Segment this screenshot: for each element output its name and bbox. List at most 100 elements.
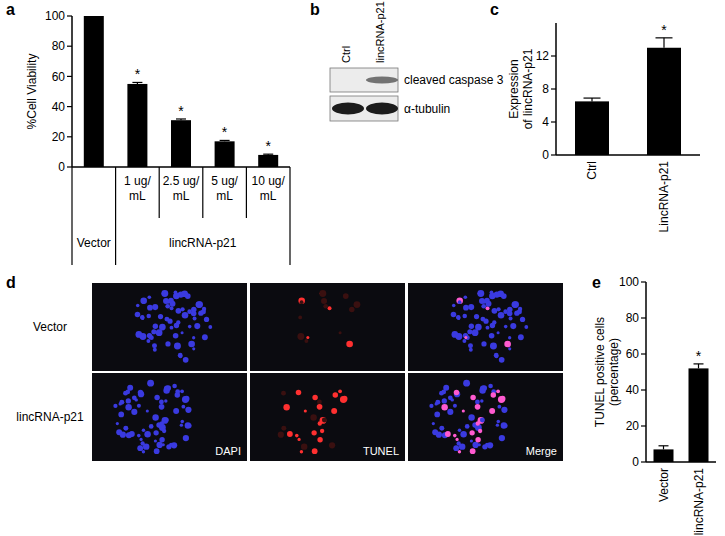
x-tick-label: Vector — [77, 236, 111, 250]
cell — [281, 391, 286, 396]
cell — [142, 429, 146, 433]
table-line — [289, 167, 290, 265]
cell — [196, 301, 203, 308]
figure: abcde020406080100%Cell Viability****Vect… — [0, 0, 725, 536]
y-axis — [645, 282, 647, 462]
cell — [349, 307, 354, 312]
cell — [354, 301, 361, 308]
cell — [463, 380, 470, 387]
cell — [498, 312, 505, 319]
cell — [135, 312, 141, 318]
cell — [153, 348, 157, 352]
cell — [488, 384, 493, 389]
cell — [137, 434, 141, 438]
cell — [486, 306, 490, 310]
band — [366, 103, 398, 115]
bar — [258, 155, 278, 167]
cell — [181, 331, 184, 334]
western-blot: CtrllincRNA-p21cleaved caspase 3α-tubuli… — [330, 1, 504, 121]
cell — [524, 325, 528, 329]
y-tick — [67, 76, 72, 77]
cell — [475, 399, 480, 404]
cell — [181, 420, 185, 424]
cell — [447, 409, 453, 415]
x-tick-label: 10 ug/mL — [252, 174, 286, 203]
cell — [208, 325, 212, 329]
cell — [470, 395, 475, 400]
band-label: cleaved caspase 3 — [404, 73, 504, 87]
cell — [501, 422, 507, 428]
cell — [456, 316, 460, 320]
cell — [453, 404, 457, 408]
cell — [192, 347, 195, 350]
cell — [165, 341, 170, 346]
cell — [113, 404, 117, 408]
label-line: 2.5 ug/ — [163, 174, 200, 188]
cell — [475, 404, 481, 410]
cell — [148, 336, 151, 339]
cell — [159, 404, 165, 410]
error-bar — [176, 119, 186, 120]
cell — [509, 317, 513, 321]
cell — [180, 389, 184, 393]
cell — [520, 317, 525, 322]
y-tick — [67, 46, 72, 47]
cell — [202, 334, 208, 340]
cell — [331, 408, 337, 414]
cell — [453, 434, 457, 438]
cell — [154, 395, 159, 400]
bar — [689, 368, 709, 462]
cell — [514, 310, 519, 315]
cell — [468, 343, 473, 348]
cell — [343, 293, 349, 299]
y-axis-label: (percentage) — [607, 338, 621, 406]
cell — [152, 343, 157, 348]
y-axis-label: %Cell Viability — [25, 54, 39, 130]
cell — [458, 300, 462, 304]
cell — [463, 295, 467, 299]
cell — [469, 348, 473, 352]
cell — [497, 405, 501, 409]
cell — [202, 307, 206, 311]
label-line: 5 ug/ — [211, 174, 238, 188]
cell — [158, 314, 163, 319]
x-tick-label: lincRNA-p21 — [692, 468, 706, 536]
cell — [477, 290, 484, 297]
cell — [455, 333, 462, 340]
error-bar — [659, 446, 669, 450]
cell — [504, 325, 508, 329]
cell — [456, 315, 460, 319]
cell — [193, 317, 197, 321]
cell — [188, 325, 192, 329]
y-tick-label: 4 — [542, 115, 549, 129]
cell — [448, 395, 453, 400]
error-bar — [584, 98, 601, 101]
y-axis — [71, 16, 73, 167]
x-tick-label: 5 ug/mL — [211, 174, 238, 203]
label-line: 10 ug/ — [252, 174, 286, 188]
cell — [147, 305, 153, 311]
cell — [146, 339, 150, 343]
cell — [497, 420, 501, 424]
cell — [116, 429, 122, 435]
cell — [468, 414, 474, 420]
table-line — [246, 167, 247, 218]
cell — [170, 301, 176, 307]
cell — [182, 396, 189, 403]
cell — [156, 329, 163, 336]
cell — [159, 437, 164, 442]
cell — [321, 298, 327, 304]
bar — [647, 48, 681, 155]
y-tick — [67, 106, 72, 107]
y-tick — [67, 166, 72, 167]
cell — [298, 316, 302, 320]
cell — [340, 396, 347, 403]
cell — [432, 429, 438, 435]
cell — [478, 429, 482, 433]
cell — [296, 390, 302, 396]
cell — [510, 323, 516, 329]
cell — [159, 399, 164, 404]
error-bar — [694, 364, 704, 369]
cell — [142, 300, 146, 304]
cell — [317, 404, 323, 410]
